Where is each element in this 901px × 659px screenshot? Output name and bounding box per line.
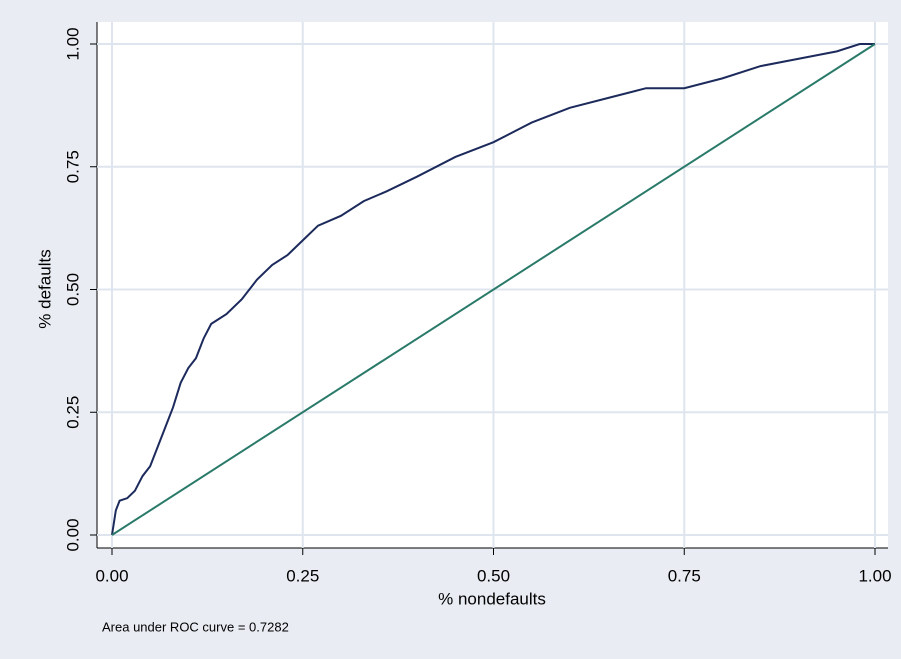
y-axis-label: % defaults [35,249,54,328]
note: Area under ROC curve = 0.7282 [102,619,289,634]
y-tick-label: 0.50 [63,273,82,306]
y-tick-label: 0.25 [63,396,82,429]
x-tick-label: 1.00 [858,566,891,585]
x-tick-label: 0.50 [477,566,510,585]
y-tick-label: 0.75 [63,150,82,183]
x-tick-label: 0.75 [668,566,701,585]
x-tick-label: 0.00 [95,566,128,585]
line [111,43,876,536]
x-tick-label: 0.25 [286,566,319,585]
line [111,43,875,536]
x-axis-label: % nondefaults [438,589,546,608]
y-tick-label: 0.00 [63,518,82,551]
y-tick-label: 1.00 [63,27,82,60]
